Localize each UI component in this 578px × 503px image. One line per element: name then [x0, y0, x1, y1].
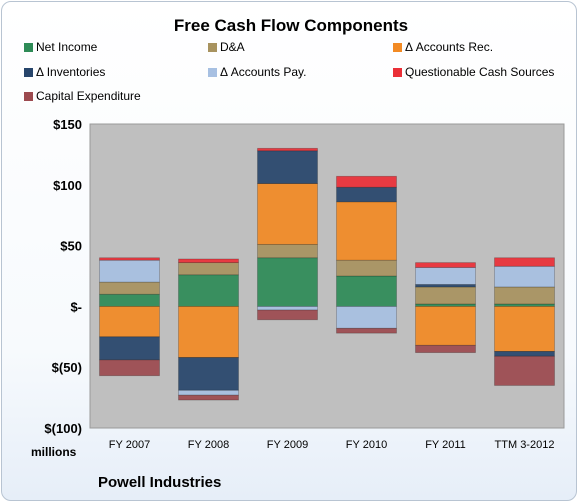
legend-swatch-inventories	[24, 67, 33, 77]
y-tick-label: $(50)	[52, 360, 82, 375]
bar-segment-capex	[257, 309, 318, 321]
legend-item-accounts_rec: Δ Accounts Rec.	[393, 40, 493, 54]
bar-segment-inventories	[99, 336, 160, 361]
plot-area	[89, 123, 565, 429]
bar-segment-da	[494, 286, 555, 305]
legend-swatch-net_income	[24, 42, 33, 52]
bar-segment-accounts_rec	[99, 305, 160, 338]
bar-segment-questionable	[99, 257, 160, 261]
y-tick-label: $150	[53, 117, 82, 132]
bar-segment-accounts_pay	[178, 389, 239, 396]
legend-item-accounts_pay: Δ Accounts Pay.	[208, 65, 307, 79]
bar-segment-accounts_rec	[257, 183, 318, 245]
bar-segment-inventories	[336, 186, 397, 203]
bar-segment-capex	[99, 359, 160, 377]
legend-swatch-capex	[24, 91, 33, 101]
y-tick-label: $100	[53, 178, 82, 193]
bar-segment-inventories	[257, 150, 318, 184]
bar-segment-accounts_pay	[336, 305, 397, 329]
x-tick-label: FY 2007	[109, 439, 150, 451]
legend-swatch-da	[208, 42, 217, 52]
bar-segment-net_income	[257, 257, 318, 307]
bar-segment-questionable	[415, 262, 476, 268]
x-tick-label: TTM 3-2012	[495, 439, 555, 451]
bar-segment-capex	[415, 344, 476, 354]
units-label: millions	[31, 445, 77, 459]
bar-segment-accounts_pay	[257, 305, 318, 311]
chart-title: Free Cash Flow Components	[173, 16, 409, 35]
legend-swatch-questionable	[393, 67, 402, 77]
bar-segment-questionable	[494, 257, 555, 267]
bar-segment-capex	[336, 327, 397, 334]
bar-segment-accounts_pay	[99, 259, 160, 283]
legend-swatch-accounts_rec	[393, 42, 402, 52]
y-tick-label: $-	[70, 299, 82, 314]
bar-segment-da	[336, 259, 397, 277]
legend-label-accounts_rec: Δ Accounts Rec.	[405, 40, 494, 54]
bar-segment-capex	[178, 394, 239, 401]
bar-segment-net_income	[178, 274, 239, 307]
legend-label-net_income: Net Income	[36, 40, 98, 54]
bar-segment-accounts_rec	[336, 201, 397, 261]
x-tick-label: FY 2010	[346, 439, 387, 451]
bar-segment-questionable	[336, 175, 397, 188]
bar-segment-capex	[494, 355, 555, 386]
legend-item-capex: Capital Expenditure	[24, 89, 141, 103]
bar-segment-da	[415, 286, 476, 305]
x-tick-label: FY 2009	[267, 439, 308, 451]
bar-segment-accounts_pay	[415, 267, 476, 285]
bar-segment-da	[178, 262, 239, 276]
bar-segment-inventories	[178, 357, 239, 391]
legend-label-inventories: Δ Inventories	[36, 65, 106, 79]
y-tick-label: $(100)	[44, 421, 82, 436]
legend-label-da: D&A	[220, 40, 245, 54]
bar-segment-inventories	[494, 350, 555, 357]
bar-segment-questionable	[178, 258, 239, 264]
legend-item-inventories: Δ Inventories	[24, 65, 105, 79]
bar-segment-net_income	[99, 293, 160, 307]
legend-item-da: D&A	[208, 40, 245, 54]
bar-segment-da	[257, 243, 318, 259]
legend-item-questionable: Questionable Cash Sources	[393, 65, 554, 79]
legend-item-net_income: Net Income	[24, 40, 97, 54]
legend-label-questionable: Questionable Cash Sources	[405, 65, 555, 79]
legend-label-accounts_pay: Δ Accounts Pay.	[220, 65, 307, 79]
bar-segment-accounts_rec	[494, 305, 555, 352]
y-tick-label: $50	[60, 239, 82, 254]
company-label: Powell Industries	[98, 474, 222, 491]
bar-segment-accounts_rec	[178, 305, 239, 358]
x-tick-label: FY 2008	[188, 439, 229, 451]
bar-segment-accounts_pay	[494, 265, 555, 288]
bar-segment-accounts_rec	[415, 305, 476, 346]
legend-label-capex: Capital Expenditure	[36, 89, 141, 103]
bar-segment-questionable	[257, 147, 318, 152]
bar-segment-net_income	[336, 275, 397, 307]
x-tick-label: FY 2011	[425, 439, 466, 451]
bar-segment-da	[99, 281, 160, 295]
legend-swatch-accounts_pay	[208, 67, 217, 77]
